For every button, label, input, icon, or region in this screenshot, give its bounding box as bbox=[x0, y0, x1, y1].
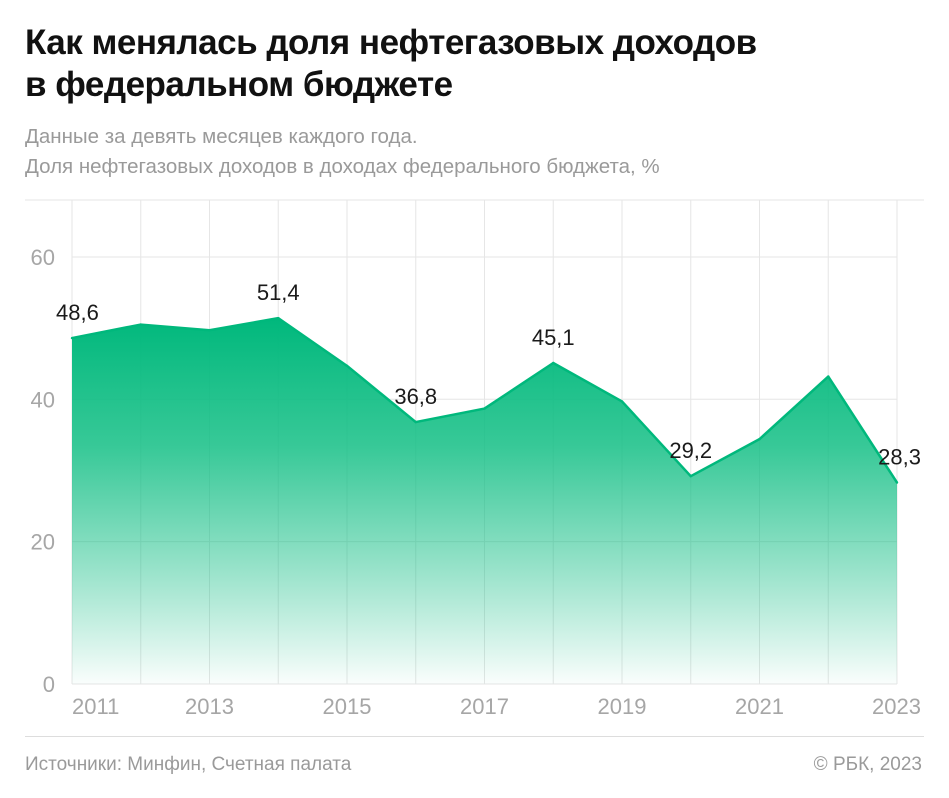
data-point bbox=[620, 400, 624, 403]
x-tick-label: 2017 bbox=[460, 694, 509, 719]
data-point bbox=[277, 316, 280, 320]
data-point bbox=[345, 364, 349, 368]
chart-title: Как менялась доля нефтегазовых доходов в… bbox=[25, 22, 925, 106]
data-point bbox=[827, 375, 830, 378]
data-label: 28,3 bbox=[878, 445, 921, 470]
copyright: © РБК, 2023 bbox=[813, 754, 922, 775]
x-tick-label: 2015 bbox=[323, 694, 372, 719]
area-fill bbox=[72, 318, 897, 684]
data-label: 51,4 bbox=[257, 280, 300, 305]
data-point bbox=[689, 474, 692, 478]
data-point bbox=[414, 420, 417, 424]
chart-subtitle: Данные за девять месяцев каждого года. Д… bbox=[25, 122, 925, 182]
x-tick-label: 2021 bbox=[735, 694, 784, 719]
y-tick-label: 0 bbox=[43, 672, 55, 697]
footer-divider bbox=[25, 736, 924, 737]
chart-title-line2: в федеральном бюджете bbox=[25, 65, 453, 104]
data-point bbox=[483, 407, 486, 410]
data-point bbox=[208, 329, 211, 332]
data-point bbox=[552, 361, 555, 365]
data-label: 29,2 bbox=[669, 438, 712, 463]
chart-subtitle-line2: Доля нефтегазовых доходов в доходах феде… bbox=[25, 155, 660, 178]
chart-title-line1: Как менялась доля нефтегазовых доходов bbox=[25, 23, 757, 62]
data-point bbox=[139, 323, 142, 326]
y-tick-label: 40 bbox=[31, 387, 55, 412]
y-tick-label: 60 bbox=[31, 245, 55, 270]
x-tick-label: 2013 bbox=[185, 694, 234, 719]
data-point bbox=[70, 336, 74, 340]
data-label: 45,1 bbox=[532, 325, 575, 350]
y-tick-label: 20 bbox=[31, 530, 55, 555]
x-tick-label: 2011 bbox=[72, 694, 119, 719]
labels: 0 20 40 60 2011 2013 2015 2017 2019 2021 2023 48,6 5… bbox=[31, 245, 921, 719]
x-tick-label: 2023 bbox=[872, 694, 921, 719]
data-point bbox=[758, 437, 761, 441]
data-label: 36,8 bbox=[394, 384, 437, 409]
plot-area bbox=[70, 316, 899, 684]
data-label: 48,6 bbox=[56, 300, 99, 325]
chart-subtitle-line1: Данные за девять месяцев каждого года. bbox=[25, 125, 418, 148]
x-tick-label: 2019 bbox=[598, 694, 647, 719]
data-point bbox=[895, 481, 899, 484]
source-note: Источники: Минфин, Счетная палата bbox=[25, 754, 352, 775]
